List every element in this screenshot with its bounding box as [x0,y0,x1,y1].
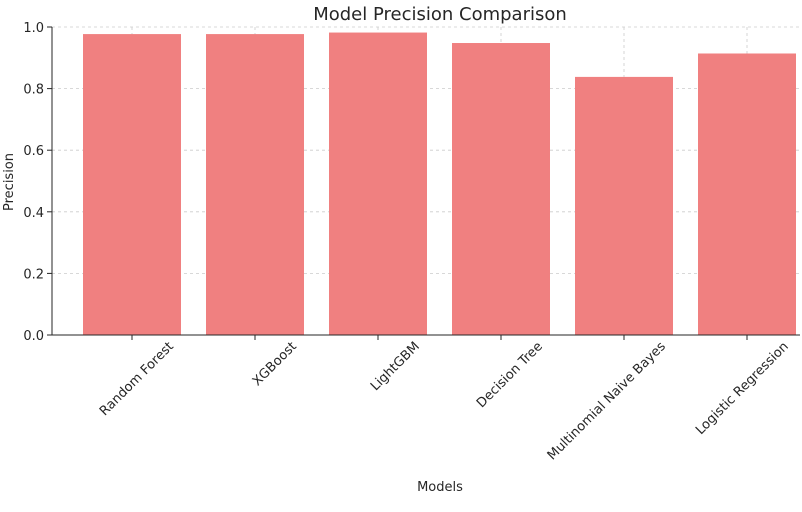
bar [575,76,673,336]
y-tick-label: 0.4 [23,206,44,221]
x-ticks: Random Forest XGBoost LightGBM Decision Tre… [97,335,792,463]
x-tick-label: Decision Tree [474,339,546,411]
y-tick-label: 0.8 [23,83,44,98]
x-tick-label: Multinomial Naive Bayes [545,339,669,463]
y-ticks: 0.0 0.2 0.4 0.6 0.8 1.0 [23,21,52,344]
x-tick-label: Random Forest [97,339,177,419]
bar [83,34,181,336]
x-tick-label: XGBoost [250,339,300,389]
x-tick-label: LightGBM [368,339,423,394]
bar [206,34,304,336]
x-tick-label: Logistic Regression [693,339,792,438]
axes-layer [51,27,800,336]
y-tick-label: 0.2 [23,267,44,282]
bar [698,53,796,335]
chart-title: Model Precision Comparison [313,4,567,25]
y-tick-label: 0.6 [23,144,44,159]
bar [452,43,550,336]
x-axis-label: Models [417,480,463,495]
bar [329,32,427,335]
y-tick-label: 0.0 [23,329,44,344]
bars-layer [83,32,796,336]
y-axis-label: Precision [2,153,17,211]
y-tick-label: 1.0 [23,21,44,36]
